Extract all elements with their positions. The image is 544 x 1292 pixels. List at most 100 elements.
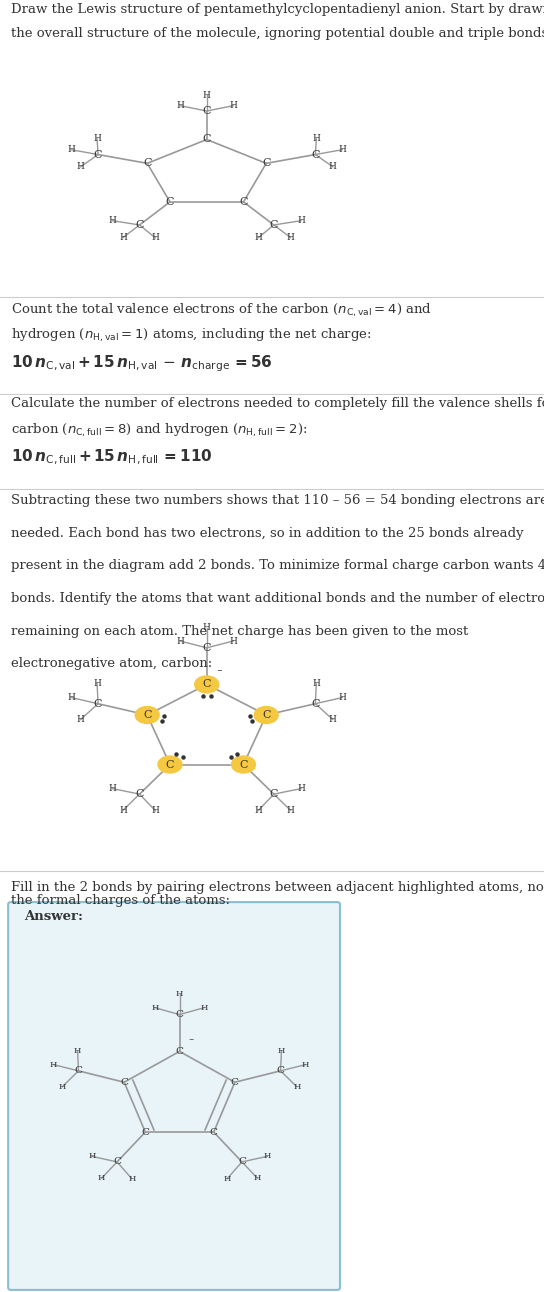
Text: C: C xyxy=(202,643,211,652)
Text: H: H xyxy=(312,680,320,689)
Text: H: H xyxy=(329,163,337,172)
Text: H: H xyxy=(67,145,75,154)
Text: H: H xyxy=(108,784,116,793)
Text: H: H xyxy=(287,233,294,242)
Text: H: H xyxy=(254,234,262,243)
Text: H: H xyxy=(151,234,159,243)
Text: C: C xyxy=(239,196,248,207)
Text: C: C xyxy=(202,106,211,116)
Text: H: H xyxy=(254,1174,261,1182)
Circle shape xyxy=(232,756,256,773)
Text: C: C xyxy=(166,196,174,207)
Text: H: H xyxy=(224,1174,231,1182)
Circle shape xyxy=(158,756,182,773)
Circle shape xyxy=(195,676,219,693)
Text: H: H xyxy=(151,1004,158,1012)
Text: Subtracting these two numbers shows that 110 – 56 = 54 bonding electrons are: Subtracting these two numbers shows that… xyxy=(11,494,544,506)
Text: H: H xyxy=(264,1152,271,1160)
Text: H: H xyxy=(67,693,75,702)
Text: $\mathbf{10}\,\boldsymbol{n}_{\mathrm{C,full}}\,\mathbf{+}\,\mathbf{15}\,\boldsy: $\mathbf{10}\,\boldsymbol{n}_{\mathrm{C,… xyxy=(11,448,213,468)
Text: C: C xyxy=(311,699,320,709)
Text: H: H xyxy=(77,714,85,724)
Text: H: H xyxy=(74,1047,81,1054)
Text: H: H xyxy=(128,1174,135,1182)
Text: C: C xyxy=(239,760,248,770)
Text: $^{-}$: $^{-}$ xyxy=(188,1036,195,1045)
Text: H: H xyxy=(338,693,346,702)
Text: H: H xyxy=(203,623,211,632)
Text: H: H xyxy=(293,1083,300,1090)
Text: H: H xyxy=(176,101,184,110)
Text: H: H xyxy=(151,806,159,815)
Text: needed. Each bond has two electrons, so in addition to the 25 bonds already: needed. Each bond has two electrons, so … xyxy=(11,527,523,540)
Text: H: H xyxy=(93,680,101,689)
Text: C: C xyxy=(202,680,211,690)
Text: present in the diagram add 2 bonds. To minimize formal charge carbon wants 4: present in the diagram add 2 bonds. To m… xyxy=(11,559,544,572)
Text: C: C xyxy=(262,159,270,168)
Text: Fill in the 2 bonds by pairing electrons between adjacent highlighted atoms, not: Fill in the 2 bonds by pairing electrons… xyxy=(11,881,544,894)
Text: H: H xyxy=(108,216,116,225)
Circle shape xyxy=(254,707,278,724)
Text: H: H xyxy=(98,1174,106,1182)
Text: C: C xyxy=(143,711,151,720)
Text: C: C xyxy=(135,220,144,230)
Text: H: H xyxy=(230,637,237,646)
Text: H: H xyxy=(254,806,262,815)
Text: $^{-}$: $^{-}$ xyxy=(216,669,223,678)
Text: carbon ($n_{\mathrm{C,full}} = 8$) and hydrogen ($n_{\mathrm{H,full}} = 2$):: carbon ($n_{\mathrm{C,full}} = 8$) and h… xyxy=(11,421,307,439)
Text: H: H xyxy=(119,806,127,815)
Text: C: C xyxy=(262,711,270,720)
Text: C: C xyxy=(176,1047,183,1056)
Text: Calculate the number of electrons needed to completely fill the valence shells f: Calculate the number of electrons needed… xyxy=(11,397,544,410)
Text: C: C xyxy=(94,699,102,709)
Circle shape xyxy=(135,707,159,724)
Text: H: H xyxy=(119,233,127,242)
Text: C: C xyxy=(135,789,144,800)
Text: H: H xyxy=(59,1083,66,1090)
Text: C: C xyxy=(210,1128,218,1137)
Text: H: H xyxy=(176,637,184,646)
Text: H: H xyxy=(77,163,85,172)
Text: H: H xyxy=(297,216,305,225)
Text: H: H xyxy=(338,145,346,154)
Text: H: H xyxy=(203,90,211,99)
Text: C: C xyxy=(311,150,320,159)
Text: C: C xyxy=(270,220,278,230)
Text: C: C xyxy=(238,1158,246,1167)
Text: C: C xyxy=(94,150,102,159)
Text: C: C xyxy=(270,789,278,800)
Text: H: H xyxy=(312,134,320,143)
Text: C: C xyxy=(231,1078,239,1087)
Text: Draw the Lewis structure of pentamethylcyclopentadienyl anion. Start by drawing: Draw the Lewis structure of pentamethylc… xyxy=(11,3,544,16)
Text: C: C xyxy=(120,1078,128,1087)
Text: hydrogen ($n_{\mathrm{H,val}} = 1$) atoms, including the net charge:: hydrogen ($n_{\mathrm{H,val}} = 1$) atom… xyxy=(11,327,372,344)
Text: H: H xyxy=(176,991,183,999)
Text: the formal charges of the atoms:: the formal charges of the atoms: xyxy=(11,894,230,907)
Text: H: H xyxy=(50,1061,57,1068)
Text: the overall structure of the molecule, ignoring potential double and triple bond: the overall structure of the molecule, i… xyxy=(11,27,544,40)
Text: bonds. Identify the atoms that want additional bonds and the number of electrons: bonds. Identify the atoms that want addi… xyxy=(11,592,544,605)
Text: $\mathbf{10}\,\boldsymbol{n}_{\mathrm{C,val}}\,\mathbf{+}\,\mathbf{15}\,\boldsym: $\mathbf{10}\,\boldsymbol{n}_{\mathrm{C,… xyxy=(11,353,273,373)
Text: H: H xyxy=(230,101,237,110)
Text: C: C xyxy=(143,159,151,168)
Text: C: C xyxy=(202,134,211,145)
Text: C: C xyxy=(176,1010,183,1019)
Text: C: C xyxy=(276,1066,285,1075)
Text: Answer:: Answer: xyxy=(24,911,83,924)
Text: H: H xyxy=(88,1152,95,1160)
Text: C: C xyxy=(113,1158,121,1167)
Text: H: H xyxy=(287,806,294,815)
Text: electronegative atom, carbon:: electronegative atom, carbon: xyxy=(11,658,212,671)
Text: C: C xyxy=(75,1066,83,1075)
Text: Count the total valence electrons of the carbon ($n_{\mathrm{C,val}} = 4$) and: Count the total valence electrons of the… xyxy=(11,302,432,319)
Text: H: H xyxy=(201,1004,208,1012)
Text: H: H xyxy=(278,1047,285,1054)
Text: H: H xyxy=(297,784,305,793)
Text: H: H xyxy=(302,1061,310,1068)
Text: C: C xyxy=(166,760,174,770)
Text: H: H xyxy=(329,714,337,724)
FancyBboxPatch shape xyxy=(8,902,340,1289)
Text: C: C xyxy=(141,1128,149,1137)
Text: remaining on each atom. The net charge has been given to the most: remaining on each atom. The net charge h… xyxy=(11,625,468,638)
Text: H: H xyxy=(93,134,101,143)
